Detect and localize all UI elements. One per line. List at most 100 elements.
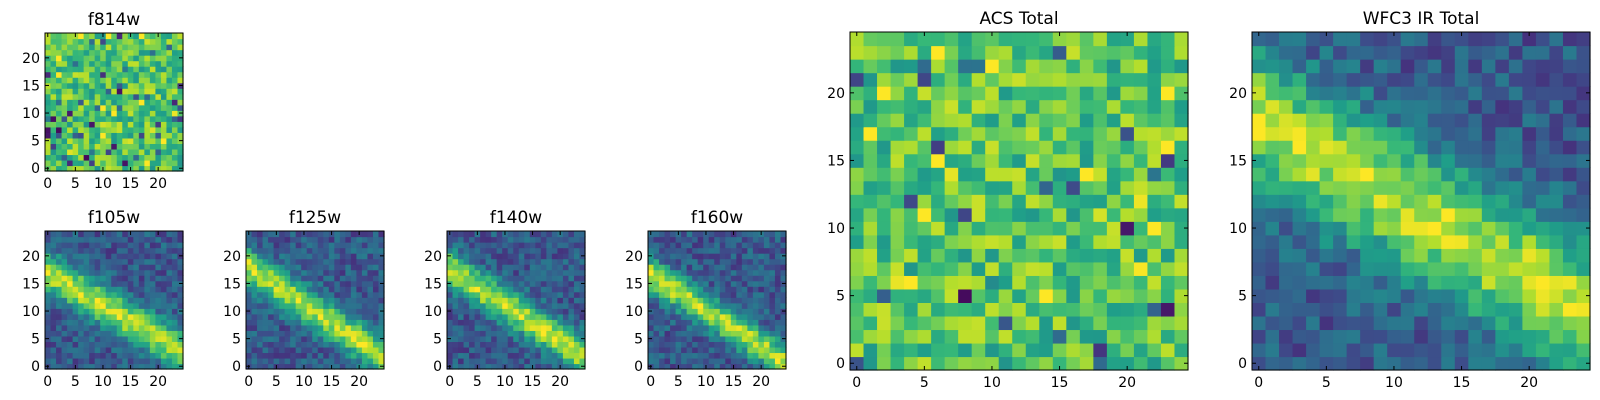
heatmap-cell (1495, 72, 1510, 87)
heatmap-cell (971, 221, 986, 236)
heatmap-cell (551, 302, 558, 309)
heatmap-cell (703, 319, 710, 326)
heatmap-cell (257, 242, 264, 249)
heatmap-cell (998, 248, 1013, 263)
heatmap-cell (45, 126, 52, 133)
heatmap-cell (1414, 315, 1429, 331)
heatmap-cell (1306, 99, 1321, 114)
x-tick-label: 0 (445, 374, 454, 390)
heatmap-cell (944, 99, 959, 114)
heatmap-cell (681, 253, 688, 260)
heatmap-cell (452, 297, 459, 304)
heatmap-cell (1441, 261, 1456, 276)
heatmap-cell (653, 253, 660, 260)
heatmap-cell (127, 346, 134, 354)
heatmap-cell (1549, 180, 1564, 195)
heatmap-cell (670, 247, 677, 254)
heatmap-cell (681, 330, 688, 337)
heatmap-cell (345, 242, 352, 249)
heatmap-cell (56, 66, 63, 73)
heatmap-cell (149, 280, 156, 287)
heatmap-cell (166, 132, 173, 139)
heatmap-cell (262, 341, 269, 348)
heatmap-cell (452, 264, 459, 271)
heatmap-cell (94, 258, 101, 265)
heatmap-cell (94, 346, 101, 354)
heatmap-cell (752, 357, 759, 365)
heatmap-cell (89, 346, 96, 354)
heatmap-cell (944, 140, 959, 155)
heatmap-cell (334, 242, 341, 249)
heatmap-cell (1576, 234, 1591, 249)
heatmap-cell (931, 72, 946, 87)
heatmap-cell (1454, 315, 1469, 331)
heatmap-cell (160, 269, 168, 276)
heatmap-cell (1319, 302, 1334, 317)
heatmap-cell (177, 302, 184, 309)
heatmap-cell (372, 264, 380, 271)
heatmap-cell (1079, 167, 1094, 182)
heatmap-cell (138, 132, 145, 139)
heatmap-cell (50, 55, 57, 62)
heatmap-cell (670, 264, 677, 271)
heatmap-cell (306, 363, 313, 370)
heatmap-cell (67, 319, 74, 326)
heatmap-cell (1252, 72, 1267, 87)
heatmap-cell (850, 275, 865, 290)
heatmap-cell (1495, 126, 1510, 141)
heatmap-cell (61, 308, 68, 315)
heatmap-cell (904, 99, 919, 114)
heatmap-cell (1495, 221, 1510, 236)
heatmap-cell (284, 247, 291, 254)
heatmap-cell (122, 247, 129, 254)
heatmap-cell (1535, 180, 1551, 195)
heatmap-cell (279, 363, 286, 370)
heatmap-cell (138, 335, 145, 342)
heatmap-cell (485, 297, 492, 304)
heatmap-cell (273, 302, 280, 309)
heatmap-cell (513, 231, 520, 238)
heatmap-cell (1387, 207, 1402, 222)
heatmap-cell (155, 159, 162, 167)
heatmap-cell (323, 247, 330, 254)
heatmap-cell (268, 264, 275, 271)
heatmap-cell (1025, 275, 1040, 290)
heatmap-cell (171, 110, 179, 117)
heatmap-cell (177, 121, 184, 128)
heatmap-cell (144, 313, 151, 320)
heatmap-cell (1427, 221, 1442, 236)
heatmap-cell (863, 153, 878, 168)
heatmap-cell (56, 313, 63, 320)
heatmap-cell (1039, 113, 1054, 128)
heatmap-cell (1360, 59, 1375, 74)
heatmap-cell (67, 346, 74, 354)
heatmap-cell (56, 165, 63, 172)
heatmap-cell (138, 324, 145, 331)
heatmap-cell (529, 286, 536, 293)
heatmap-cell (507, 335, 514, 342)
heatmap-cell (659, 264, 666, 271)
heatmap-cell (1066, 207, 1081, 222)
heatmap-cell (763, 313, 771, 320)
heatmap-cell (122, 104, 129, 111)
heatmap-cell (83, 258, 90, 265)
heatmap-cell (1414, 140, 1429, 155)
heatmap-cell (160, 302, 168, 309)
heatmap-cell (1265, 126, 1280, 141)
heatmap-cell (133, 115, 140, 122)
heatmap-cell (1522, 329, 1537, 344)
heatmap-cell (1346, 45, 1361, 60)
heatmap-cell (133, 269, 140, 276)
heatmap-cell (378, 346, 385, 354)
heatmap-cell (361, 330, 369, 337)
heatmap-cell (328, 302, 335, 309)
heatmap-cell (100, 66, 107, 73)
heatmap-cell (149, 71, 156, 78)
heatmap-cell (306, 253, 313, 260)
heatmap-cell (61, 88, 68, 95)
heatmap-cell (1576, 356, 1591, 371)
heatmap-cell (279, 341, 286, 348)
heatmap-cell (562, 357, 570, 365)
heatmap-cell (1133, 207, 1149, 222)
heatmap-cell (78, 324, 85, 331)
